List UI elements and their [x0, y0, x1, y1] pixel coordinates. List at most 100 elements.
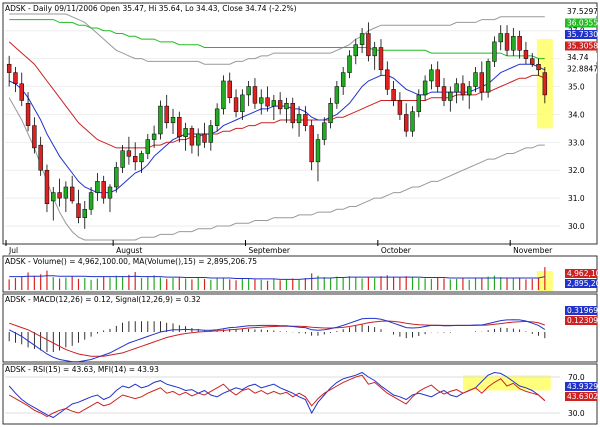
- candle-body: [485, 61, 491, 93]
- mfi-line: [8, 371, 546, 419]
- candle-body: [334, 86, 340, 104]
- volume-panel-title: ADSK - Volume() = 4,962,100.00, MA(Volum…: [5, 257, 257, 266]
- candle-body: [391, 89, 396, 101]
- candle-body: [120, 150, 125, 168]
- rsi-tag-bg: [565, 392, 597, 401]
- price-tick-label: 31.0: [568, 194, 585, 203]
- candle-body: [397, 100, 403, 115]
- volume-panel-frame: [2, 255, 598, 293]
- rsi-tag-bg: [565, 382, 597, 391]
- candle-body: [151, 133, 157, 140]
- candle-body: [492, 41, 497, 62]
- candle-body: [353, 44, 358, 57]
- candle-body: [57, 192, 62, 199]
- bollinger-bands: [8, 13, 545, 241]
- candle-body: [359, 33, 365, 45]
- candle-body: [340, 72, 346, 87]
- macd-line: [8, 317, 546, 363]
- candle-body: [347, 55, 352, 73]
- price-tick-label: 30.0: [568, 222, 585, 231]
- candle-body: [95, 181, 100, 193]
- candle-body: [240, 94, 245, 112]
- price-panel: ADSK - Daily 09/11/2006 Open 35.47, Hi 3…: [2, 2, 598, 245]
- volume-tag-label: 2,895,206: [567, 279, 600, 288]
- price-tag-bg: [565, 7, 597, 16]
- candle-body: [441, 86, 447, 101]
- candle-body: [38, 144, 43, 171]
- price-tag-bg: [565, 41, 597, 51]
- candle-body: [504, 33, 510, 51]
- candle-body: [189, 128, 195, 146]
- candle-body: [523, 50, 529, 59]
- candle-body: [107, 186, 113, 199]
- rsi-tick-label: 70.0: [568, 373, 585, 382]
- candle-body: [403, 114, 409, 132]
- candle-body: [416, 94, 422, 112]
- candle-body: [19, 83, 24, 101]
- price-panel-title: ADSK - Daily 09/11/2006 Open 35.47, Hi 3…: [5, 4, 297, 13]
- macd-tag-label: 0.123093: [567, 316, 600, 325]
- candle-body: [454, 83, 459, 93]
- candle-body: [227, 80, 232, 98]
- candle-body: [164, 105, 169, 124]
- candle-body: [429, 69, 434, 82]
- price-tag-label: 37.5297: [567, 7, 598, 16]
- candle-body: [170, 116, 176, 124]
- candle-body: [82, 209, 87, 218]
- price-tag-label: 35.7330: [567, 30, 598, 39]
- candle-body: [246, 86, 251, 96]
- candle-body: [208, 125, 214, 143]
- price-grid: [5, 30, 560, 227]
- candle-body: [32, 125, 37, 149]
- rsi-panel: ADSK - RSI(15) = 43.63, MFI(14) = 43.93 …: [2, 363, 598, 425]
- candle-body: [145, 139, 151, 154]
- candle-body: [88, 192, 94, 210]
- candle-body: [76, 203, 81, 218]
- bollinger-lower-line: [8, 97, 545, 241]
- rsi-tag-label: 43.6302: [567, 392, 598, 401]
- candle-body: [221, 80, 226, 110]
- candle-body: [479, 72, 485, 93]
- volume-tag-bg: [565, 269, 597, 278]
- ma-long-line: [9, 19, 545, 60]
- candle-body: [158, 105, 163, 135]
- price-tag-label: 34.74: [567, 53, 589, 62]
- candle-body: [13, 72, 18, 85]
- candle-body: [498, 33, 503, 43]
- candle-body: [328, 103, 333, 124]
- candle-body: [315, 139, 321, 163]
- candle-body: [410, 111, 415, 132]
- candle-body: [69, 186, 75, 202]
- price-value-tags: 37.5297 36.0355 35.7330 35.3058 34.74 32.8847: [565, 7, 598, 74]
- macd-tag-bg: [565, 316, 597, 325]
- candle-body: [202, 133, 207, 143]
- candle-body: [259, 97, 264, 104]
- candle-body: [114, 167, 119, 188]
- price-tag-label: 32.8847: [567, 65, 598, 74]
- candle-body: [435, 69, 440, 87]
- candle-body: [183, 128, 188, 138]
- macd-panel: ADSK - MACD(12,26) = 0.12, Signal(12,26,…: [2, 293, 600, 363]
- candle-body: [271, 100, 277, 107]
- candle-body: [542, 72, 548, 96]
- macd-panel-title: ADSK - MACD(12,26) = 0.12, Signal(12,26,…: [5, 295, 201, 304]
- candle-body: [473, 72, 478, 87]
- candle-body: [385, 69, 390, 90]
- rsi-tag-label: 43.9329: [567, 382, 598, 391]
- candle-body: [101, 181, 106, 199]
- rsi-mfi-lines: [8, 371, 546, 419]
- candle-body: [511, 36, 516, 51]
- x-tick-label: November: [513, 246, 553, 255]
- macd-tag-bg: [565, 306, 597, 315]
- candlesticks: [6, 22, 548, 229]
- candle-body: [25, 103, 31, 126]
- candle-body: [366, 33, 371, 57]
- candle-body: [44, 169, 50, 204]
- bollinger-upper-line: [9, 13, 545, 65]
- candle-body: [322, 122, 327, 140]
- candle-body: [233, 97, 239, 112]
- candle-body: [284, 103, 289, 110]
- candle-body: [422, 80, 428, 96]
